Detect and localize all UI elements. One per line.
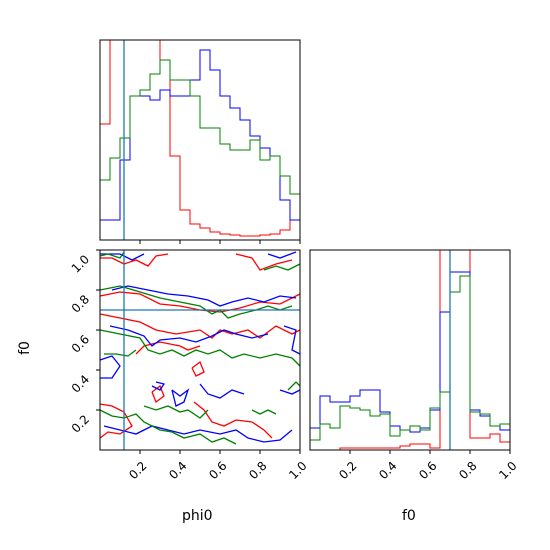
contour-series-2-path-1: [99, 285, 293, 319]
contour-series-2-path-2: [99, 329, 301, 367]
contour-series-1-path-4: [151, 381, 166, 391]
joint-ytick-label-2: 0.6: [69, 332, 92, 355]
joint-xtick-label-2: 0.6: [206, 459, 229, 482]
x-axis-label-f0: f0: [402, 508, 416, 524]
contour-series-0-path-6: [191, 360, 205, 377]
contour-series-0-path-7: [193, 401, 273, 439]
right-xtick-label-1: 0.4: [376, 459, 399, 482]
joint-xtick-label-4: 1.0: [286, 459, 309, 482]
contour-series-2-path-4: [99, 409, 237, 445]
contour-series-1-path-9: [283, 325, 301, 355]
contour-series-1-path-5: [171, 388, 190, 407]
joint-ytick-label-0: 0.2: [69, 412, 92, 435]
contour-series-1-path-2: [109, 325, 269, 347]
joint-xtick-label-1: 0.4: [166, 459, 189, 482]
joint-xtick-label-0: 0.2: [126, 459, 149, 482]
contour-series-2-path-7: [287, 381, 301, 391]
contour-series-2-path-3: [104, 349, 137, 357]
contour-series-2-path-5: [143, 405, 209, 419]
right-xtick-label-2: 0.6: [416, 459, 439, 482]
y-axis-label-f0: f0: [16, 341, 33, 355]
contour-series-2-path-8: [263, 263, 301, 271]
contour-series-2-path-6: [251, 409, 277, 415]
joint-xtick-label-3: 0.8: [246, 459, 269, 482]
contour-series-1-path-10: [267, 251, 297, 259]
x-axis-label-phi0: phi0: [182, 508, 213, 524]
joint-ytick-label-1: 0.4: [69, 372, 92, 395]
contour-series-2-path-0: [99, 251, 125, 259]
joint-ytick-label-4: 1.0: [69, 252, 92, 275]
f0-hist-frame: [309, 249, 511, 451]
joint-ytick-label-3: 0.8: [69, 292, 92, 315]
right-hist-series-0: [310, 250, 510, 450]
contour-series-1-path-1: [111, 285, 297, 307]
right-xtick-label-0: 0.2: [336, 459, 359, 482]
contour-series-1-path-3: [99, 355, 121, 379]
contour-series-1-path-8: [279, 389, 301, 395]
contour-series-1-path-7: [103, 425, 293, 443]
right-hist-series-1: [310, 271, 510, 433]
top-hist-series-2: [100, 59, 300, 195]
phi0-hist-frame: [99, 39, 301, 241]
right-hist-series-2: [310, 275, 510, 441]
contour-series-0-path-2: [99, 313, 301, 339]
contour-series-0-path-4: [99, 403, 133, 439]
contour-series-0-path-8: [235, 253, 293, 271]
contour-series-0-path-0: [100, 253, 169, 267]
right-xtick-label-3: 0.8: [456, 459, 479, 482]
contour-series-0-path-1: [99, 291, 301, 313]
right-xtick-label-4: 1.0: [496, 459, 519, 482]
top-hist-series-0: [100, 40, 300, 237]
contour-series-0-path-3: [135, 341, 201, 355]
contour-series-1-path-6: [199, 383, 245, 399]
joint-frame: [99, 249, 301, 451]
